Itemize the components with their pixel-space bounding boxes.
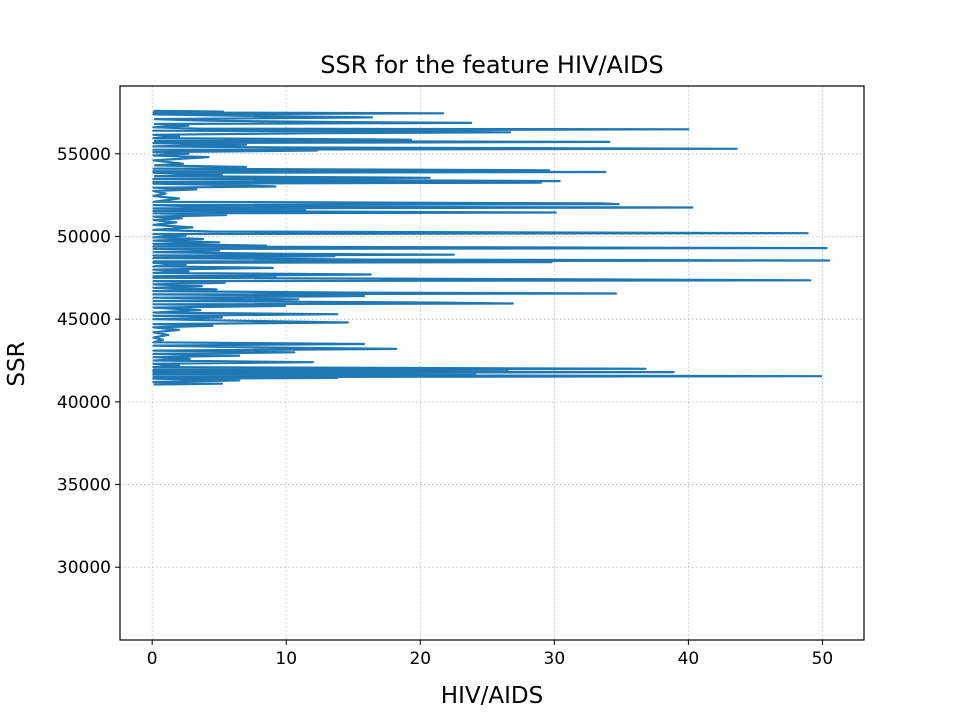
y-tick-label: 55000 xyxy=(57,145,111,165)
plot-area xyxy=(152,109,831,386)
y-axis-label: SSR xyxy=(4,341,30,386)
x-axis-label: HIV/AIDS xyxy=(441,683,543,709)
axes-frame xyxy=(119,85,865,641)
chart-title: SSR for the feature HIV/AIDS xyxy=(320,51,664,79)
y-axis-ticks: 30000 35000 40000 45000 50000 55000 xyxy=(57,145,120,578)
y-tick-label: 30000 xyxy=(57,558,111,578)
y-tick-label: 35000 xyxy=(57,476,111,496)
x-axis-ticks: 0 10 20 30 40 50 xyxy=(147,640,834,669)
y-tick-label: 45000 xyxy=(57,310,111,330)
y-tick-label: 50000 xyxy=(57,227,111,247)
series-line-0 xyxy=(152,109,831,386)
x-tick-label: 0 xyxy=(147,649,158,669)
x-tick-label: 10 xyxy=(275,649,297,669)
x-tick-label: 30 xyxy=(544,649,566,669)
x-tick-label: 40 xyxy=(678,649,700,669)
y-tick-label: 40000 xyxy=(57,393,111,413)
x-tick-label: 50 xyxy=(812,649,834,669)
x-tick-label: 20 xyxy=(409,649,431,669)
